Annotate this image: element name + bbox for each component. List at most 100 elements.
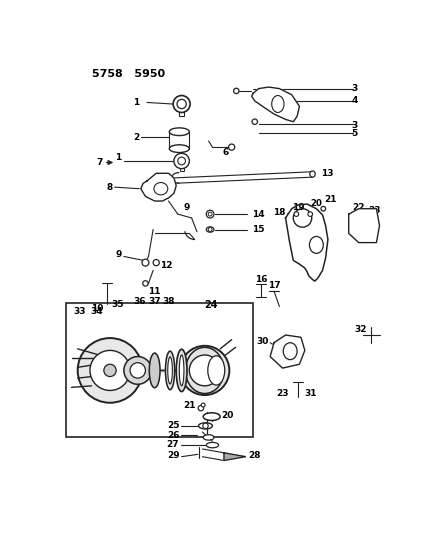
Circle shape bbox=[104, 364, 116, 377]
Text: 27: 27 bbox=[166, 440, 179, 449]
Circle shape bbox=[124, 357, 152, 384]
Ellipse shape bbox=[283, 343, 297, 360]
Text: 9: 9 bbox=[184, 203, 190, 212]
Text: 16: 16 bbox=[255, 275, 267, 284]
Text: 19: 19 bbox=[291, 203, 304, 212]
Text: 20: 20 bbox=[221, 410, 233, 419]
Circle shape bbox=[201, 403, 205, 407]
Circle shape bbox=[208, 228, 212, 231]
Bar bbox=[179, 111, 184, 116]
Ellipse shape bbox=[310, 171, 315, 177]
Circle shape bbox=[203, 423, 208, 429]
Text: 20: 20 bbox=[310, 199, 322, 208]
Text: 1: 1 bbox=[115, 152, 121, 161]
Text: 33: 33 bbox=[73, 308, 86, 317]
Text: 3: 3 bbox=[352, 84, 358, 93]
Text: 28: 28 bbox=[249, 450, 261, 459]
Ellipse shape bbox=[176, 349, 187, 392]
Polygon shape bbox=[270, 335, 305, 368]
Text: 5: 5 bbox=[352, 129, 358, 138]
Text: 15: 15 bbox=[253, 225, 265, 234]
Text: 21: 21 bbox=[324, 195, 336, 204]
Text: 6: 6 bbox=[223, 148, 229, 157]
Circle shape bbox=[153, 260, 159, 265]
Circle shape bbox=[189, 355, 220, 386]
Text: 4: 4 bbox=[352, 96, 358, 106]
Text: 32: 32 bbox=[355, 325, 367, 334]
Text: 29: 29 bbox=[167, 450, 180, 459]
Text: 14: 14 bbox=[253, 209, 265, 219]
Ellipse shape bbox=[354, 221, 360, 230]
Text: 18: 18 bbox=[273, 208, 285, 217]
Text: 34: 34 bbox=[91, 308, 103, 317]
Circle shape bbox=[294, 212, 299, 216]
Text: 36: 36 bbox=[133, 297, 146, 305]
Text: 11: 11 bbox=[149, 287, 161, 296]
Text: 38: 38 bbox=[162, 297, 175, 305]
Ellipse shape bbox=[203, 435, 214, 440]
Text: 7: 7 bbox=[97, 158, 103, 167]
Bar bbox=[66, 303, 253, 438]
Ellipse shape bbox=[199, 423, 212, 429]
Ellipse shape bbox=[208, 356, 225, 385]
Text: 30: 30 bbox=[256, 337, 269, 346]
Polygon shape bbox=[141, 173, 176, 201]
Circle shape bbox=[174, 154, 189, 168]
Circle shape bbox=[229, 144, 235, 150]
Ellipse shape bbox=[179, 355, 184, 386]
Text: 5758   5950: 5758 5950 bbox=[92, 69, 165, 79]
Ellipse shape bbox=[272, 95, 284, 112]
Circle shape bbox=[77, 338, 143, 403]
Text: 1: 1 bbox=[133, 98, 139, 107]
Text: 10: 10 bbox=[91, 304, 103, 313]
Circle shape bbox=[90, 350, 130, 391]
Text: 8: 8 bbox=[107, 183, 113, 192]
Circle shape bbox=[142, 259, 149, 266]
Circle shape bbox=[234, 88, 239, 94]
Circle shape bbox=[208, 212, 212, 216]
Text: 9: 9 bbox=[116, 251, 122, 260]
Text: 3: 3 bbox=[352, 121, 358, 130]
Circle shape bbox=[293, 209, 312, 227]
Circle shape bbox=[198, 406, 204, 411]
Ellipse shape bbox=[206, 442, 219, 448]
Ellipse shape bbox=[168, 357, 172, 384]
Circle shape bbox=[308, 212, 312, 216]
Polygon shape bbox=[252, 87, 300, 122]
Polygon shape bbox=[285, 204, 328, 281]
Text: 17: 17 bbox=[268, 281, 281, 290]
Circle shape bbox=[143, 281, 148, 286]
Circle shape bbox=[177, 99, 186, 109]
Text: 26: 26 bbox=[167, 431, 179, 440]
Text: 37: 37 bbox=[149, 297, 161, 305]
Bar bbox=[180, 167, 184, 171]
Ellipse shape bbox=[154, 182, 168, 195]
Text: 22: 22 bbox=[353, 203, 365, 212]
Circle shape bbox=[180, 346, 229, 395]
Ellipse shape bbox=[203, 413, 220, 421]
Circle shape bbox=[130, 363, 146, 378]
Text: 23: 23 bbox=[276, 389, 289, 398]
Ellipse shape bbox=[169, 145, 189, 152]
Text: 2: 2 bbox=[133, 133, 139, 142]
Text: 21: 21 bbox=[183, 401, 196, 409]
Ellipse shape bbox=[166, 351, 175, 390]
Polygon shape bbox=[349, 209, 380, 243]
Ellipse shape bbox=[309, 237, 323, 253]
Text: 25: 25 bbox=[167, 422, 179, 430]
Circle shape bbox=[206, 210, 214, 218]
Text: 13: 13 bbox=[321, 169, 333, 178]
Circle shape bbox=[178, 157, 185, 165]
Ellipse shape bbox=[149, 353, 160, 387]
Circle shape bbox=[321, 206, 326, 211]
Circle shape bbox=[173, 95, 190, 112]
Text: 35: 35 bbox=[111, 300, 124, 309]
Polygon shape bbox=[224, 453, 246, 461]
Text: 31: 31 bbox=[305, 389, 317, 398]
Text: 24: 24 bbox=[205, 300, 218, 310]
Text: 23: 23 bbox=[368, 206, 380, 215]
Ellipse shape bbox=[185, 348, 224, 393]
Ellipse shape bbox=[169, 128, 189, 135]
Text: 12: 12 bbox=[160, 261, 172, 270]
Circle shape bbox=[252, 119, 258, 124]
